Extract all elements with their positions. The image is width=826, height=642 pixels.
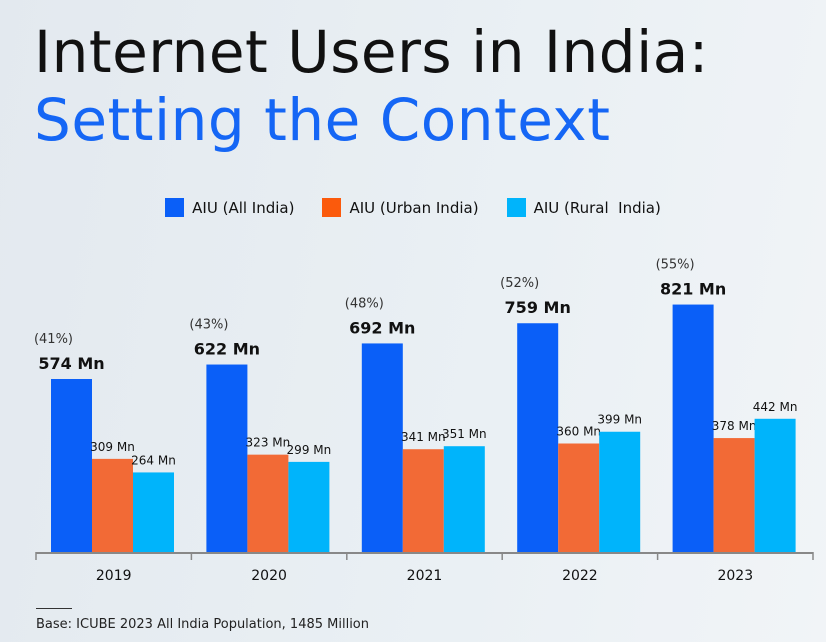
bar-all-india xyxy=(361,343,403,552)
x-tick-label: 2023 xyxy=(717,568,753,584)
bar-all-india xyxy=(517,323,559,552)
bar-urban xyxy=(247,454,289,552)
legend: AIU (All India) AIU (Urban India) AIU (R… xyxy=(0,198,826,217)
data-label: 264 Mn xyxy=(131,453,176,467)
data-label: 759 Mn xyxy=(505,298,571,317)
legend-label: AIU (Rural India) xyxy=(533,198,661,217)
bar-rural xyxy=(599,431,641,552)
title-line-1: Internet Users in India: xyxy=(34,18,709,86)
bar-rural xyxy=(133,472,174,552)
data-label: 351 Mn xyxy=(442,427,487,441)
bar-all-india xyxy=(51,379,92,552)
bar-rural xyxy=(288,461,330,552)
percent-label: (55%) xyxy=(656,258,695,273)
data-label: 821 Mn xyxy=(660,280,726,299)
data-label: 442 Mn xyxy=(753,400,798,414)
data-label: 323 Mn xyxy=(246,436,291,450)
bar-rural xyxy=(754,418,796,552)
bar-all-india xyxy=(206,364,248,552)
x-tick-label: 2022 xyxy=(562,568,598,584)
bar-all-india xyxy=(672,304,714,552)
footnote-divider xyxy=(36,608,72,609)
bar-urban xyxy=(402,449,444,552)
legend-swatch xyxy=(506,198,526,217)
percent-label: (41%) xyxy=(34,332,73,347)
percent-label: (48%) xyxy=(345,296,384,311)
data-label: 341 Mn xyxy=(401,430,446,444)
bar-urban xyxy=(713,438,755,552)
data-label: 299 Mn xyxy=(287,443,332,457)
title-line-2: Setting the Context xyxy=(34,86,611,154)
legend-swatch xyxy=(322,198,342,217)
bar-rural xyxy=(443,446,485,552)
footnote: Base: ICUBE 2023 All India Population, 1… xyxy=(36,617,369,632)
legend-item-urban-india: AIU (Urban India) xyxy=(322,198,479,217)
x-tick-label: 2020 xyxy=(251,568,287,584)
percent-label: (52%) xyxy=(500,276,539,291)
legend-label: AIU (All India) xyxy=(192,198,295,217)
data-label: 378 Mn xyxy=(712,419,757,433)
legend-label: AIU (Urban India) xyxy=(349,198,479,217)
data-label: 692 Mn xyxy=(349,318,415,337)
x-tick-label: 2021 xyxy=(407,568,443,584)
bar-urban xyxy=(92,458,133,552)
bar-urban xyxy=(558,443,600,552)
legend-item-rural-india: AIU (Rural India) xyxy=(506,198,661,217)
data-label: 360 Mn xyxy=(556,424,601,438)
data-label: 309 Mn xyxy=(90,440,135,454)
data-label: 399 Mn xyxy=(597,413,642,427)
percent-label: (43%) xyxy=(189,318,228,333)
data-label: 622 Mn xyxy=(194,340,260,359)
x-tick-label: 2019 xyxy=(96,568,132,584)
legend-swatch xyxy=(165,198,185,217)
legend-item-all-india: AIU (All India) xyxy=(165,198,294,217)
data-label: 574 Mn xyxy=(38,354,104,373)
